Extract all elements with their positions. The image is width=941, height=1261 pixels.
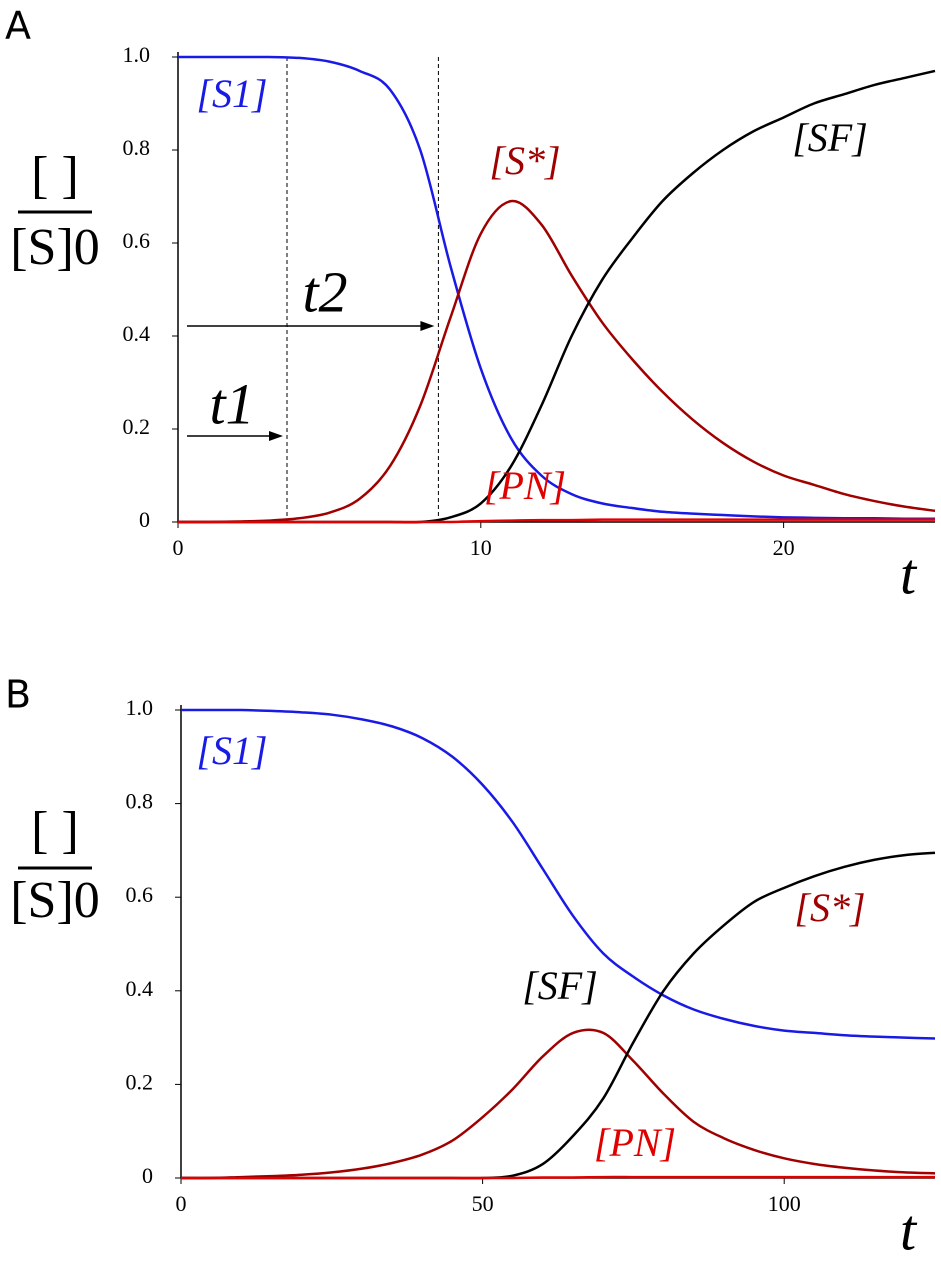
x-tick-label: 0: [176, 1191, 187, 1216]
y-tick-label: 1.0: [126, 695, 154, 720]
y-tick-label: 0: [139, 507, 150, 532]
series-label: [S*]: [794, 885, 865, 930]
y-label-numerator: [ ]: [31, 802, 79, 859]
y-tick-label: 0: [142, 1163, 153, 1188]
arrow-head: [420, 321, 435, 331]
y-tick-label: 0.4: [126, 976, 154, 1001]
y-label-numerator: [ ]: [31, 147, 79, 204]
panel-label: A: [5, 4, 31, 48]
series-line: [178, 55, 936, 521]
marker-label: t2: [302, 259, 347, 324]
y-tick-label: 0.6: [126, 882, 154, 907]
series-label: [PN]: [484, 463, 566, 508]
y-tick-label: 0.8: [126, 789, 154, 814]
y-label-denominator: [S]0: [10, 219, 100, 276]
series-label: [SF]: [522, 963, 598, 1008]
series-label: [SF]: [792, 115, 868, 160]
series-line: [180, 1028, 936, 1180]
y-tick-label: 0.2: [126, 1069, 154, 1094]
x-tick-label: 50: [472, 1191, 494, 1216]
y-tick-label: 0.6: [123, 228, 151, 253]
series-label: [S1]: [196, 728, 267, 773]
series-line: [178, 518, 935, 524]
y-label-denominator: [S]0: [10, 872, 100, 929]
x-label: t: [900, 541, 918, 606]
x-label: t: [900, 1197, 918, 1261]
series-line: [181, 1175, 935, 1180]
series-line: [181, 708, 936, 1040]
x-tick-label: 100: [768, 1191, 801, 1216]
y-tick-label: 1.0: [123, 42, 151, 67]
x-tick-label: 0: [173, 535, 184, 560]
marker-label: t1: [209, 371, 254, 436]
panel-label: B: [5, 673, 31, 717]
arrow-head: [269, 431, 284, 441]
y-tick-label: 0.2: [123, 414, 151, 439]
y-tick-label: 0.4: [123, 321, 151, 346]
y-tick-label: 0.8: [123, 135, 151, 160]
series-line: [177, 199, 936, 524]
series-label: [S*]: [489, 138, 560, 183]
x-tick-label: 20: [773, 535, 795, 560]
series-label: [PN]: [594, 1120, 676, 1165]
x-tick-label: 10: [470, 535, 492, 560]
series-label: [S1]: [196, 71, 267, 116]
